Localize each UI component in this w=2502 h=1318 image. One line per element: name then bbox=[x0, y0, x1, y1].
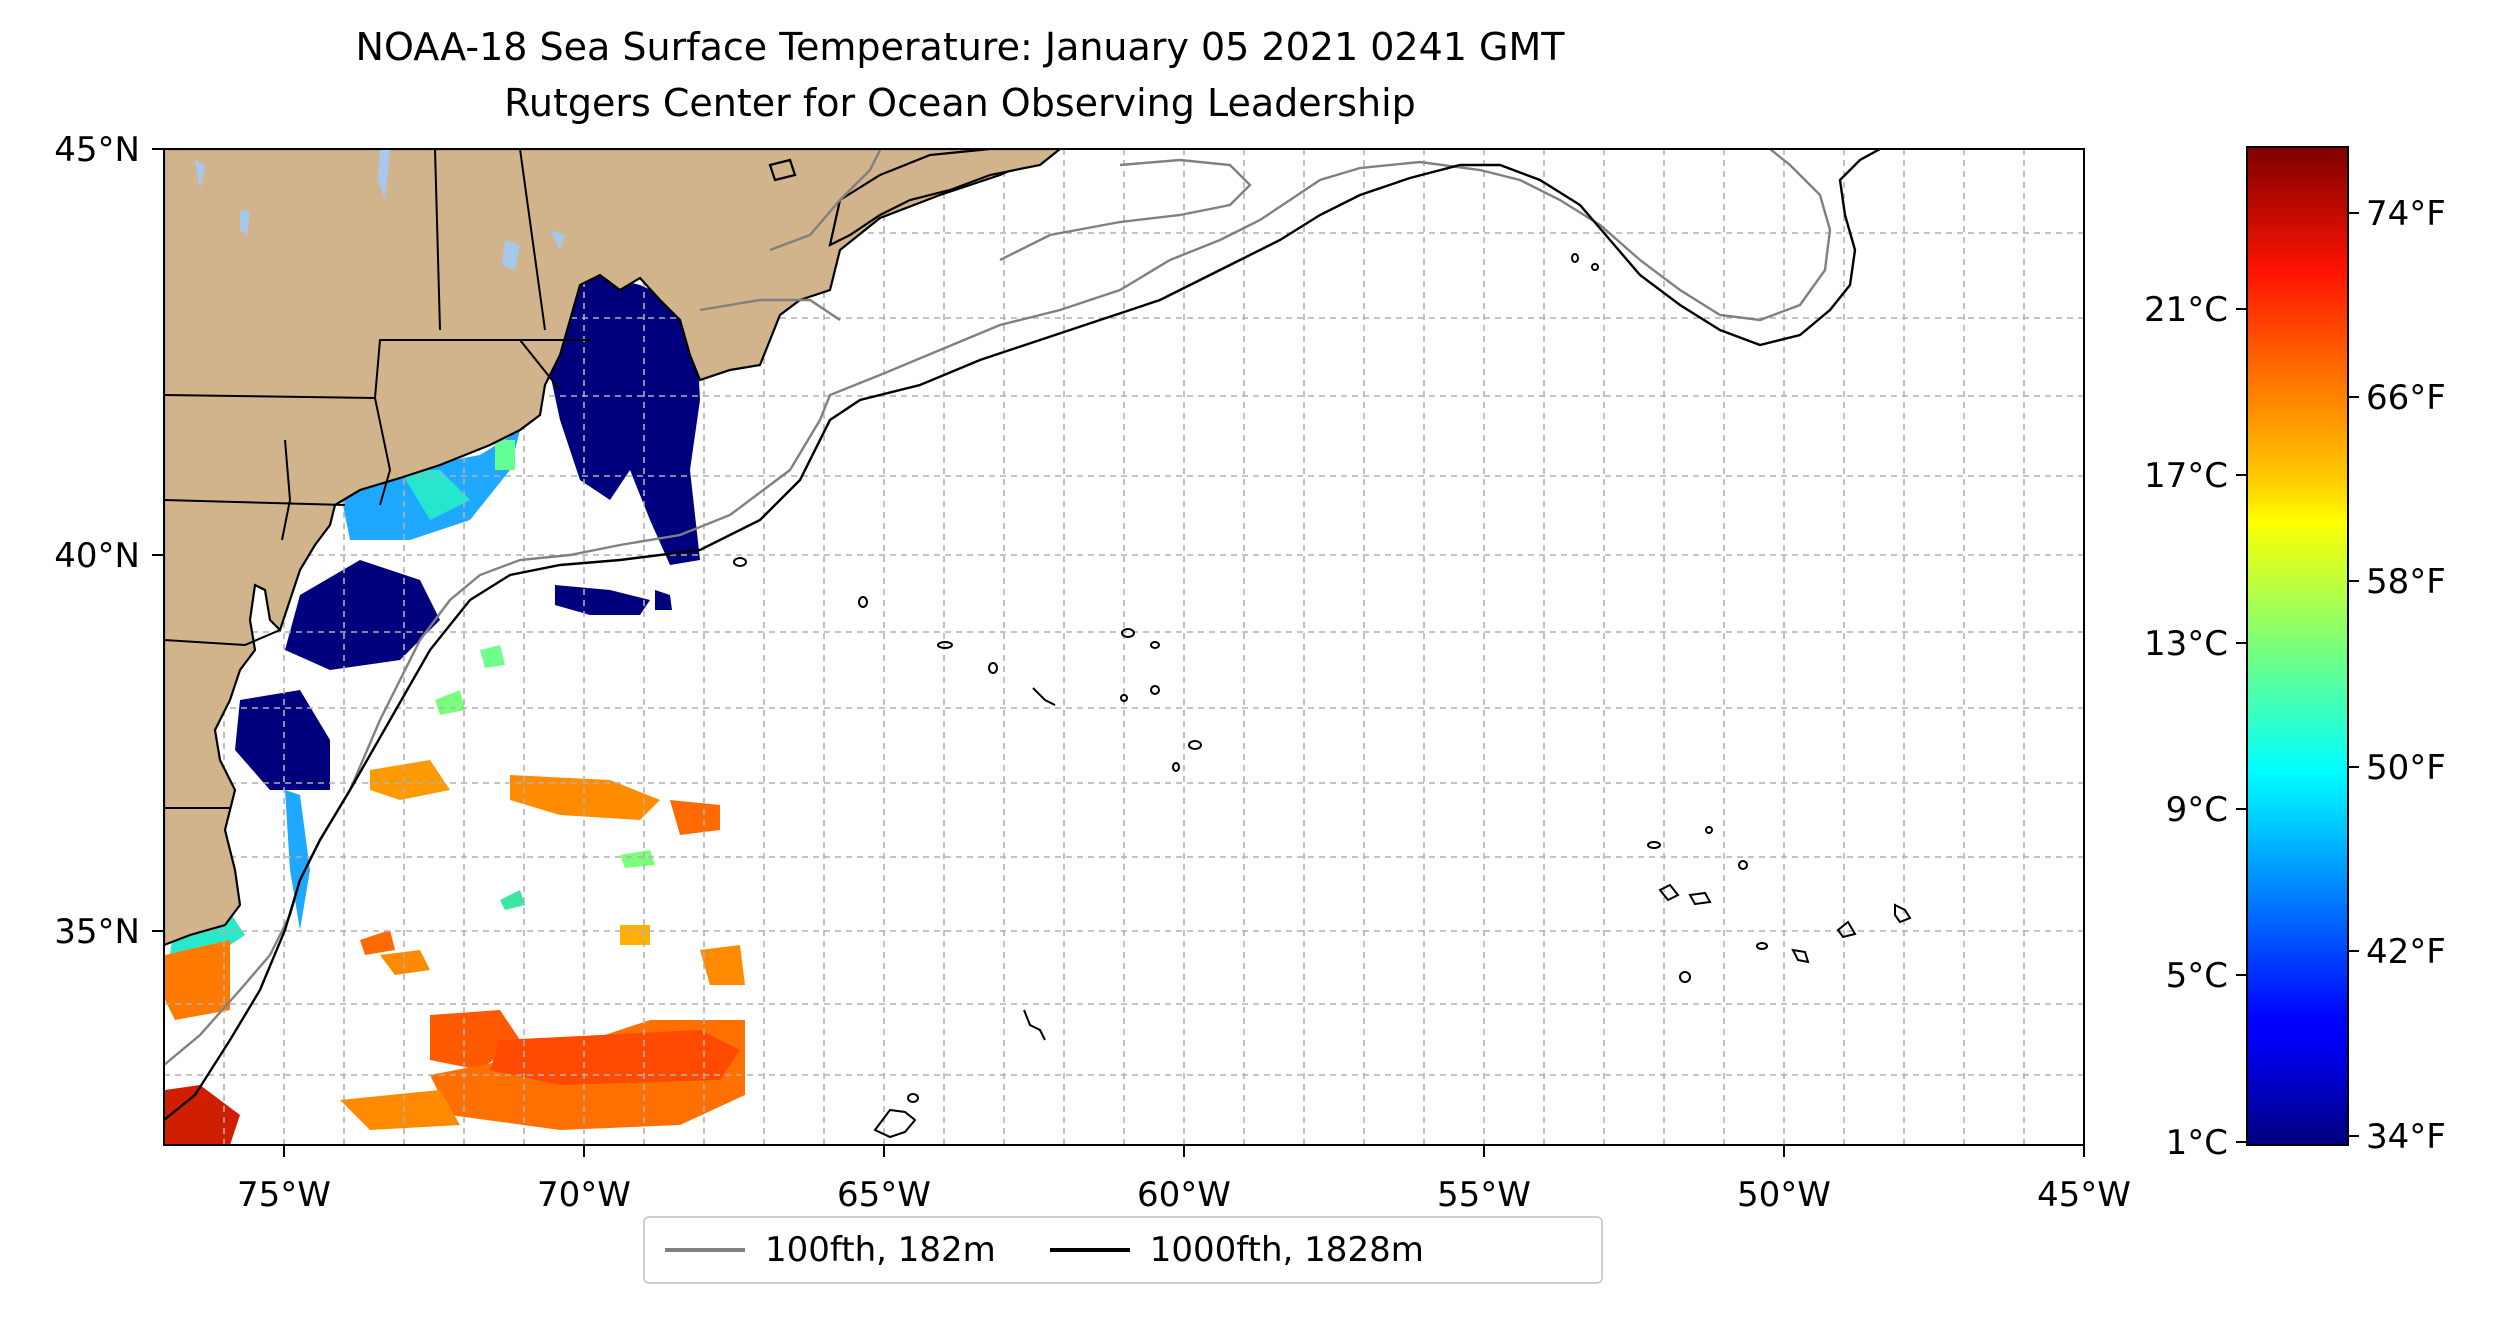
lon-tick-labels: 75°W 70°W 65°W 60°W 55°W 50°W 45°W bbox=[237, 1175, 2131, 1215]
contour-100fth-gulf bbox=[699, 149, 1252, 321]
colorbar-celsius-label: 9°C bbox=[2166, 790, 2228, 830]
chart-subtitle: Rutgers Center for Ocean Observing Leade… bbox=[504, 81, 1416, 125]
lat-tick-label: 35°N bbox=[54, 912, 140, 952]
colorbar-fahrenheit-label: 58°F bbox=[2366, 562, 2446, 602]
colorbar-fahrenheit-label: 74°F bbox=[2366, 194, 2446, 234]
map-frame bbox=[163, 148, 2085, 1146]
chart-title: NOAA-18 Sea Surface Temperature: January… bbox=[355, 25, 1565, 69]
legend-label: 1000fth, 1828m bbox=[1149, 1230, 1424, 1270]
colorbar-fahrenheit-label: 66°F bbox=[2366, 378, 2446, 418]
legend-label: 100fth, 182m bbox=[765, 1230, 996, 1270]
axis-ticks bbox=[152, 148, 2085, 1157]
seamount-contours bbox=[733, 253, 1912, 1139]
colorbar-gradient bbox=[2246, 146, 2349, 1146]
legend-item-1000fth: 1000fth, 1828m bbox=[1049, 1230, 1424, 1270]
lat-tick-labels: 45°N 40°N 35°N bbox=[54, 130, 140, 952]
colorbar-celsius-label: 1°C bbox=[2166, 1123, 2228, 1163]
colorbar: 1°C 5°C 9°C 13°C 17°C 21°C 34°F 42°F 50°… bbox=[2144, 146, 2446, 1163]
lon-tick-label: 60°W bbox=[1137, 1175, 1231, 1215]
colorbar-celsius-label: 5°C bbox=[2166, 956, 2228, 996]
lon-tick-label: 55°W bbox=[1437, 1175, 1531, 1215]
colorbar-fahrenheit-label: 34°F bbox=[2366, 1117, 2446, 1157]
lat-tick-label: 45°N bbox=[54, 130, 140, 170]
lon-tick-label: 45°W bbox=[2037, 1175, 2131, 1215]
colorbar-celsius-label: 17°C bbox=[2144, 456, 2228, 496]
legend-line-gray bbox=[665, 1248, 745, 1252]
legend: 100fth, 182m 1000fth, 1828m bbox=[643, 1216, 1603, 1284]
colorbar-fahrenheit-label: 50°F bbox=[2366, 748, 2446, 788]
contour-1000fth bbox=[164, 149, 1881, 1121]
land-mask bbox=[164, 149, 1062, 947]
lon-tick-label: 75°W bbox=[237, 1175, 331, 1215]
lakes bbox=[195, 149, 565, 270]
lon-tick-label: 70°W bbox=[537, 1175, 631, 1215]
lon-tick-label: 50°W bbox=[1737, 1175, 1831, 1215]
legend-line-black bbox=[1049, 1248, 1130, 1252]
lat-tick-label: 40°N bbox=[54, 536, 140, 576]
colorbar-fahrenheit-label: 42°F bbox=[2366, 932, 2446, 972]
contour-100fth bbox=[164, 149, 1832, 1066]
state-boundaries bbox=[164, 149, 590, 809]
legend-item-100fth: 100fth, 182m bbox=[665, 1230, 996, 1270]
colorbar-celsius-label: 13°C bbox=[2144, 624, 2228, 664]
lon-tick-label: 65°W bbox=[837, 1175, 931, 1215]
colorbar-celsius-label: 21°C bbox=[2144, 290, 2228, 330]
